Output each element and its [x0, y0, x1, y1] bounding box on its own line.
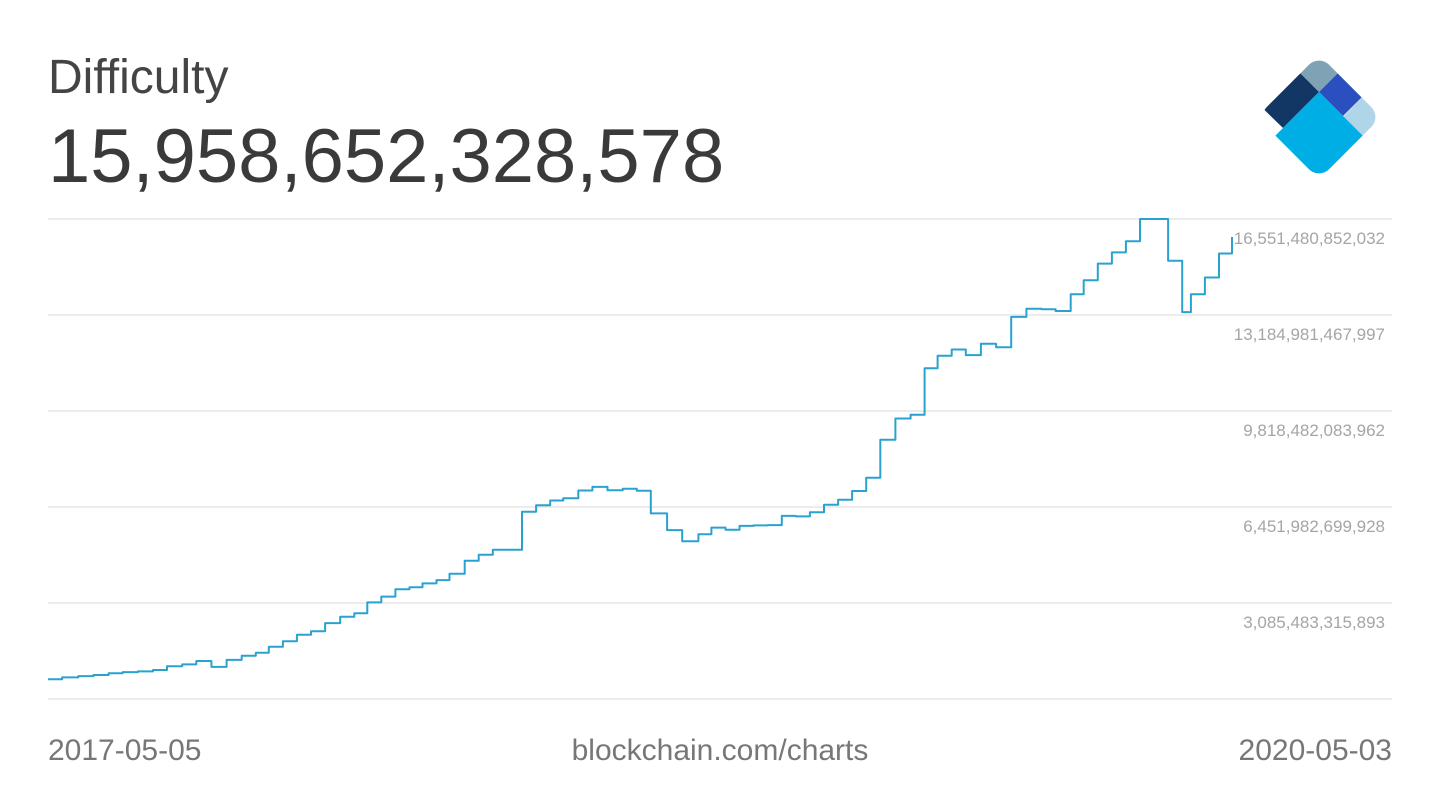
x-axis-end-date: 2020-05-03: [1238, 734, 1392, 767]
y-tick-label: 13,184,981,467,997: [1234, 325, 1385, 344]
y-tick-label: 6,451,982,699,928: [1243, 517, 1385, 536]
blockchain-logo-icon: [1256, 54, 1382, 180]
x-axis-start-date: 2017-05-05: [48, 734, 202, 767]
y-tick-label: 16,551,480,852,032: [1234, 229, 1385, 248]
logo-segment-left: [1256, 68, 1319, 128]
difficulty-series-line: [48, 218, 1233, 681]
y-tick-label: 9,818,482,083,962: [1243, 421, 1385, 440]
logo-segment-bottom: [1271, 92, 1367, 180]
chart-title: Difficulty: [48, 51, 229, 104]
y-tick-label: 3,085,483,315,893: [1243, 613, 1385, 632]
source-link[interactable]: blockchain.com/charts: [571, 734, 869, 767]
current-value: 15,958,652,328,578: [48, 114, 725, 199]
